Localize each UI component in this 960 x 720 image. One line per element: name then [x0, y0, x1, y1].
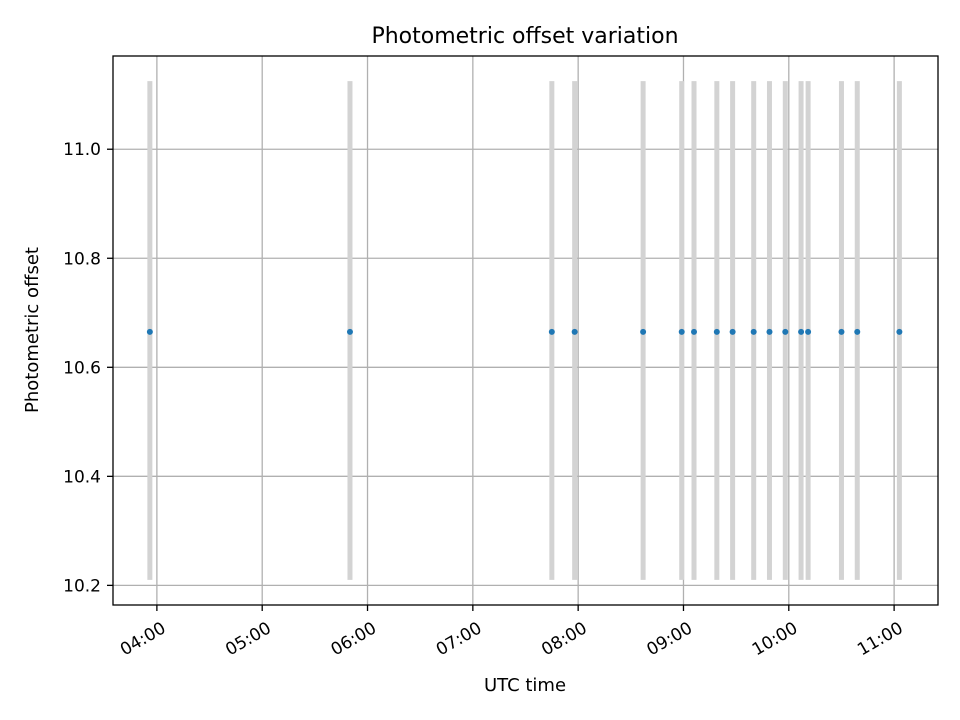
data-point — [798, 328, 805, 335]
data-point-layer — [146, 328, 903, 335]
data-point — [548, 328, 555, 335]
y-tick-label: 10.8 — [63, 249, 101, 269]
data-point — [678, 328, 685, 335]
x-tick-label: 11:00 — [854, 618, 906, 660]
x-tick-label: 09:00 — [644, 618, 696, 660]
data-point — [571, 328, 578, 335]
x-tick-label: 10:00 — [749, 618, 801, 660]
y-axis-label: Photometric offset — [22, 247, 43, 413]
plot-frame — [112, 55, 939, 606]
tick-layer: 04:00 05:00 06:00 07:00 08:00 09:00 10:00 11:00… — [63, 140, 906, 660]
x-tick-label: 04:00 — [117, 618, 169, 660]
data-point — [854, 328, 861, 335]
data-point — [766, 328, 773, 335]
data-point — [729, 328, 736, 335]
data-point — [750, 328, 757, 335]
data-point — [838, 328, 845, 335]
data-point — [640, 328, 647, 335]
data-point — [691, 328, 698, 335]
data-point — [346, 328, 353, 335]
x-tick-label: 06:00 — [328, 618, 380, 660]
data-point — [896, 328, 903, 335]
y-tick-label: 10.4 — [63, 467, 101, 487]
x-tick-label: 05:00 — [222, 618, 274, 660]
data-point — [805, 328, 812, 335]
x-tick-label: 08:00 — [538, 618, 590, 660]
chart-title: Photometric offset variation — [371, 24, 678, 49]
y-tick-label: 10.2 — [63, 576, 101, 596]
data-point — [146, 328, 153, 335]
y-tick-label: 10.6 — [63, 358, 101, 378]
x-tick-label: 07:00 — [433, 618, 485, 660]
data-point — [713, 328, 720, 335]
y-tick-label: 11.0 — [63, 140, 101, 160]
data-point — [782, 328, 789, 335]
x-axis-label: UTC time — [484, 675, 566, 696]
grid-layer — [113, 56, 938, 605]
